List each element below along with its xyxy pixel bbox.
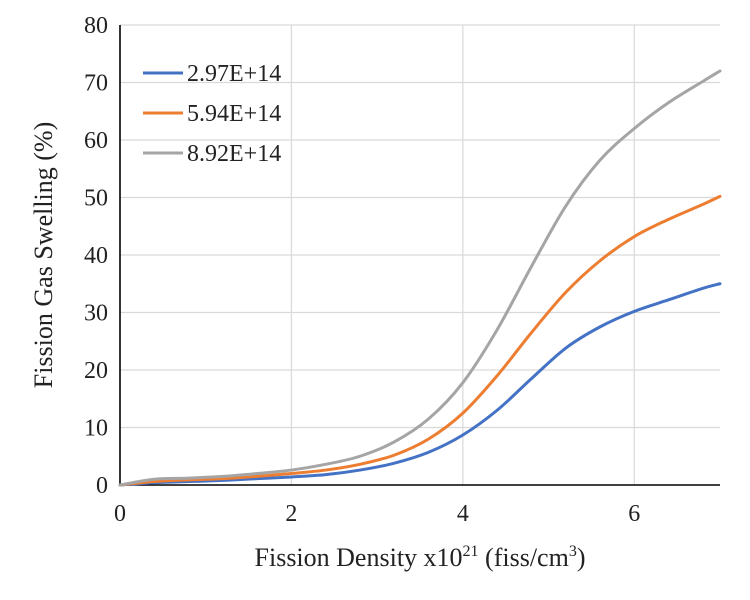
y-tick-label: 30 xyxy=(84,301,108,327)
x-tick-label: 0 xyxy=(114,501,126,527)
y-axis-label: Fission Gas Swelling (%) xyxy=(29,122,58,389)
x-tick-labels: 0 2 4 6 xyxy=(114,501,640,527)
legend-label-3: 8.92E+14 xyxy=(187,141,281,167)
x-axis-label-unit-exponent: 3 xyxy=(569,543,577,560)
x-axis-label-main: Fission Density x10 xyxy=(255,543,463,572)
y-tick-label: 70 xyxy=(84,71,108,97)
y-tick-label: 10 xyxy=(84,416,108,442)
x-tick-label: 4 xyxy=(457,501,469,527)
y-tick-labels: 0 10 20 30 40 50 60 70 80 xyxy=(84,13,108,499)
series-line-2 xyxy=(118,194,722,487)
axes xyxy=(119,25,720,486)
x-tick-label: 2 xyxy=(285,501,297,527)
series-line-3 xyxy=(118,69,722,487)
x-axis-label-unit: (fiss/cm xyxy=(479,543,569,572)
x-axis-label-close: ) xyxy=(577,543,586,572)
x-axis-label: Fission Density x1021 (fiss/cm3) xyxy=(255,543,586,572)
y-tick-label: 50 xyxy=(84,186,108,212)
y-tick-label: 20 xyxy=(84,358,108,384)
series-line-1 xyxy=(118,282,722,487)
y-tick-label: 80 xyxy=(84,13,108,39)
legend: 2.97E+14 5.94E+14 8.92E+14 xyxy=(143,61,281,167)
y-tick-label: 60 xyxy=(84,128,108,154)
legend-label-2: 5.94E+14 xyxy=(187,101,281,127)
legend-label-1: 2.97E+14 xyxy=(187,61,281,87)
y-tick-label: 40 xyxy=(84,243,108,269)
x-tick-label: 6 xyxy=(628,501,640,527)
grid xyxy=(120,24,720,485)
y-tick-label: 0 xyxy=(96,473,108,499)
x-axis-label-exponent: 21 xyxy=(463,543,479,560)
series-lines xyxy=(118,69,722,487)
